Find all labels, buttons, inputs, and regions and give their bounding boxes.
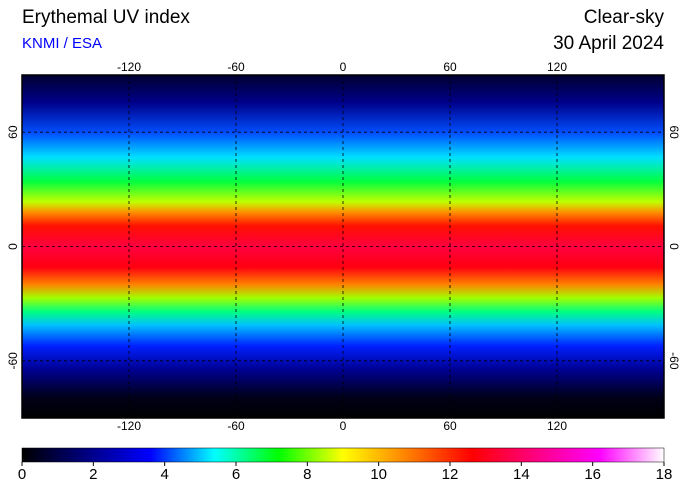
- x-tick-label-bottom: -60: [227, 419, 245, 433]
- x-tick-label-bottom: 120: [547, 419, 567, 433]
- y-tick-label-right: 0: [667, 243, 681, 250]
- colorbar-tick-label: 16: [584, 466, 601, 483]
- colorbar-tick-label: 8: [303, 466, 311, 483]
- y-tick-label-left: 60: [6, 125, 20, 139]
- date: 30 April 2024: [553, 33, 664, 54]
- x-tick-label-top: -120: [117, 60, 141, 74]
- y-tick-label-left: 0: [6, 243, 20, 250]
- x-tick-label-top: -60: [227, 60, 245, 74]
- y-tick-label-right: 60: [667, 125, 681, 139]
- x-tick-label-bottom: -120: [117, 419, 141, 433]
- title: Erythemal UV index: [22, 7, 190, 28]
- labels: -120 -120 -60 -60 0 0 60 60 120 120 60 60 0 0 -60 -60 0 2…: [6, 60, 681, 483]
- y-tick-label-left: -60: [6, 352, 20, 370]
- colorbar-tick-label: 2: [89, 466, 97, 483]
- colorbar-tick-label: 4: [160, 466, 168, 483]
- colorbar-tick-label: 10: [370, 466, 387, 483]
- condition: Clear-sky: [584, 7, 665, 28]
- x-tick-label-top: 120: [547, 60, 567, 74]
- colorbar-tick-label: 18: [656, 466, 673, 483]
- x-tick-label-top: 60: [443, 60, 457, 74]
- credit: KNMI / ESA: [22, 35, 102, 52]
- x-tick-label-bottom: 60: [443, 419, 457, 433]
- x-tick-label-top: 0: [340, 60, 347, 74]
- y-tick-label-right: -60: [667, 352, 681, 370]
- colorbar-tick-label: 6: [232, 466, 240, 483]
- colorbar-tick-label: 14: [513, 466, 530, 483]
- map-frame: [21, 74, 665, 419]
- x-tick-label-bottom: 0: [340, 419, 347, 433]
- graticule: [22, 75, 664, 418]
- colorbar: [21, 447, 665, 463]
- colorbar-tick-label: 12: [442, 466, 459, 483]
- colorbar-tick-label: 0: [18, 466, 26, 483]
